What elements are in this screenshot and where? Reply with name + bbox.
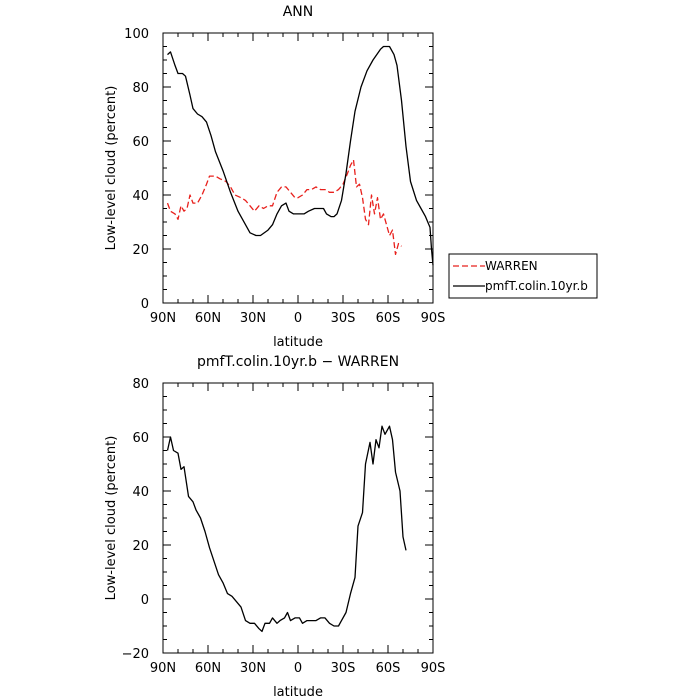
y-axis-label: Low-level cloud (percent) (104, 436, 119, 601)
x-tick-label: 60S (376, 661, 401, 676)
plot-frame (162, 32, 434, 304)
x-tick-label: 30S (331, 661, 356, 676)
y-tick-label: 100 (124, 27, 149, 42)
series-line-difference (166, 425, 407, 633)
x-tick-label: 30S (331, 311, 356, 326)
y-tick-label: 0 (141, 593, 149, 608)
top-chart: 90N 60N 30N 0 30S 60S 90S 0 20 40 60 80 100 ANN latitu… (104, 4, 445, 350)
bottom-chart: 90N 60N 30N 0 30S 60S 90S −20 0 20 40 60 80 pmfT.coli… (104, 354, 445, 700)
y-tick-label: 0 (141, 297, 149, 312)
x-tick-label: 90N (150, 661, 176, 676)
x-tick-label: 60S (376, 311, 401, 326)
y-tick-label: 40 (132, 189, 149, 204)
y-tick-label: 60 (132, 135, 149, 150)
x-axis-label: latitude (273, 335, 323, 350)
chart-title: ANN (283, 4, 314, 20)
legend: WARREN pmfT.colin.10yr.b (448, 253, 598, 299)
legend-label-pmft-colin: pmfT.colin.10yr.b (485, 279, 588, 293)
x-axis-label: latitude (273, 685, 323, 700)
x-tick-label: 30N (240, 661, 266, 676)
y-tick-label: 80 (132, 377, 149, 392)
x-tick-label: 60N (195, 311, 221, 326)
y-tick-label: 20 (132, 243, 149, 258)
y-tick-label: 20 (132, 539, 149, 554)
legend-label-warren: WARREN (485, 259, 538, 273)
x-tick-label: 90S (421, 311, 446, 326)
series-line-pmft-colin (167, 45, 434, 266)
x-tick-label: 90S (421, 661, 446, 676)
y-tick-label: −20 (122, 647, 149, 662)
x-tick-label: 30N (240, 311, 266, 326)
plot-frame (162, 382, 434, 654)
y-tick-label: 60 (132, 431, 149, 446)
y-axis-label: Low-level cloud (percent) (104, 86, 119, 251)
y-tick-label: 80 (132, 81, 149, 96)
y-tick-label: 40 (132, 485, 149, 500)
x-tick-label: 90N (150, 311, 176, 326)
chart-title: pmfT.colin.10yr.b − WARREN (197, 354, 399, 370)
x-tick-label: 0 (294, 311, 302, 326)
series-line-warren (166, 159, 402, 256)
x-tick-label: 0 (294, 661, 302, 676)
legend-box (448, 253, 598, 299)
x-tick-label: 60N (195, 661, 221, 676)
